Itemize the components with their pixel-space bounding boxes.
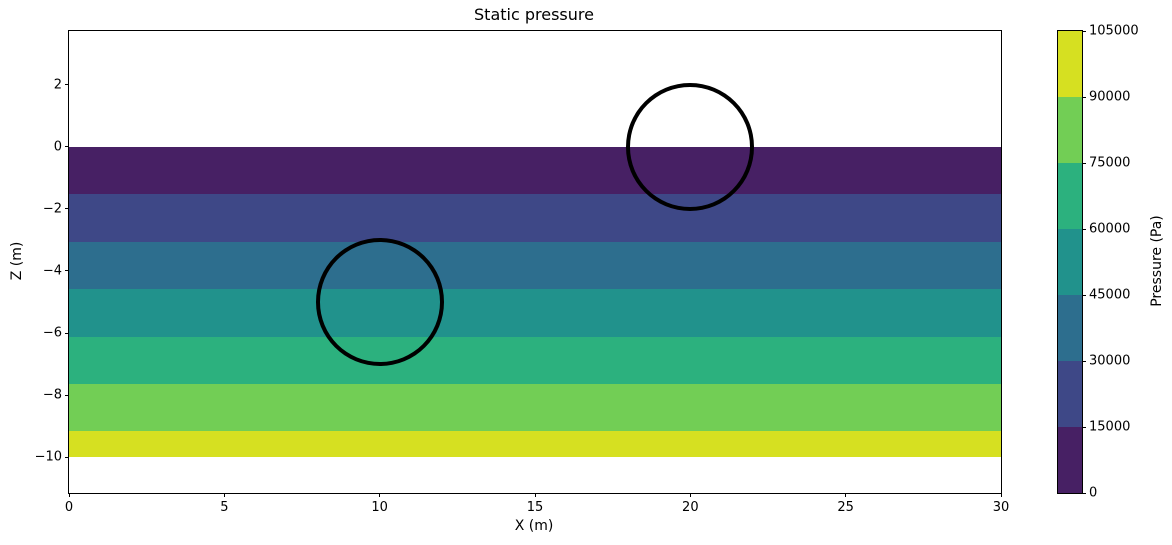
x-tick-mark [1000,493,1002,497]
colorbar-label: Pressure (Pa) [1149,215,1165,307]
colorbar-tick-mark [1082,162,1086,164]
colorbar-tick-mark [1082,96,1086,98]
colorbar-tick-mark [1082,492,1086,494]
y-tick-label: 0 [53,139,62,155]
x-tick-label: 20 [682,500,699,515]
colorbar-tick-label: 90000 [1089,89,1131,105]
y-tick-label: −8 [42,387,62,403]
x-tick-mark [223,493,225,497]
plot-title: Static pressure [474,5,594,24]
colorbar-tick-label: 30000 [1089,353,1131,369]
colorbar-segment [1058,163,1082,229]
circle-annotation [626,82,755,211]
y-axis-label: Z (m) [9,241,25,281]
colorbar-tick-label: 0 [1089,485,1098,501]
colorbar-segment [1058,295,1082,361]
contour-band [69,384,1001,432]
x-tick-label: 10 [371,500,388,515]
circle-annotation [315,237,444,366]
colorbar-segment [1058,97,1082,163]
x-tick-label: 15 [526,500,544,515]
colorbar-segment [1058,427,1082,493]
colorbar-segment [1058,229,1082,295]
contour-band [69,431,1001,458]
y-tick-mark [65,332,69,334]
colorbar-tick-label: 75000 [1089,155,1131,171]
y-tick-label: 2 [53,77,62,93]
colorbar-tick-mark [1082,228,1086,230]
colorbar-tick-label: 15000 [1089,419,1131,435]
x-tick-mark [379,493,381,497]
x-tick-mark [689,493,691,497]
colorbar-tick-mark [1082,294,1086,296]
x-axis-label: X (m) [514,518,554,534]
contour-band [69,289,1001,337]
contour-band [69,194,1001,242]
colorbar-tick-mark [1082,30,1086,32]
x-tick-mark [68,493,70,497]
contour-band [69,146,1001,195]
colorbar-tick-mark [1082,426,1086,428]
x-tick-mark [845,493,847,497]
y-tick-label: −2 [42,201,62,217]
x-tick-label: 5 [220,500,229,515]
y-tick-label: −6 [42,325,62,341]
colorbar-tick-mark [1082,360,1086,362]
colorbar-segment [1058,361,1082,427]
contour-band [69,336,1001,384]
plot-area: 0 5 10 15 20 25 30 2 0 −2 −4 −6 −8 −10 [35,30,1009,515]
colorbar-tick-label: 60000 [1089,221,1131,237]
x-tick-label: 25 [837,500,854,515]
y-tick-label: −10 [34,449,62,465]
x-tick-label: 0 [64,500,74,515]
y-tick-mark [65,146,69,148]
colorbar-segment [1058,31,1082,97]
y-tick-mark [65,208,69,210]
y-tick-mark [65,394,69,396]
y-tick-mark [65,84,69,86]
y-tick-label: −4 [42,263,62,279]
x-tick-label: 30 [992,500,1010,515]
y-tick-mark [65,270,69,272]
colorbar: 0 15000 30000 45000 60000 75000 90000 105000 [1057,24,1139,501]
colorbar-tick-label: 45000 [1089,287,1131,303]
y-tick-mark [65,456,69,458]
colorbar-tick-label: 105000 [1089,23,1139,39]
contour-band [69,241,1001,290]
x-tick-mark [534,493,536,497]
